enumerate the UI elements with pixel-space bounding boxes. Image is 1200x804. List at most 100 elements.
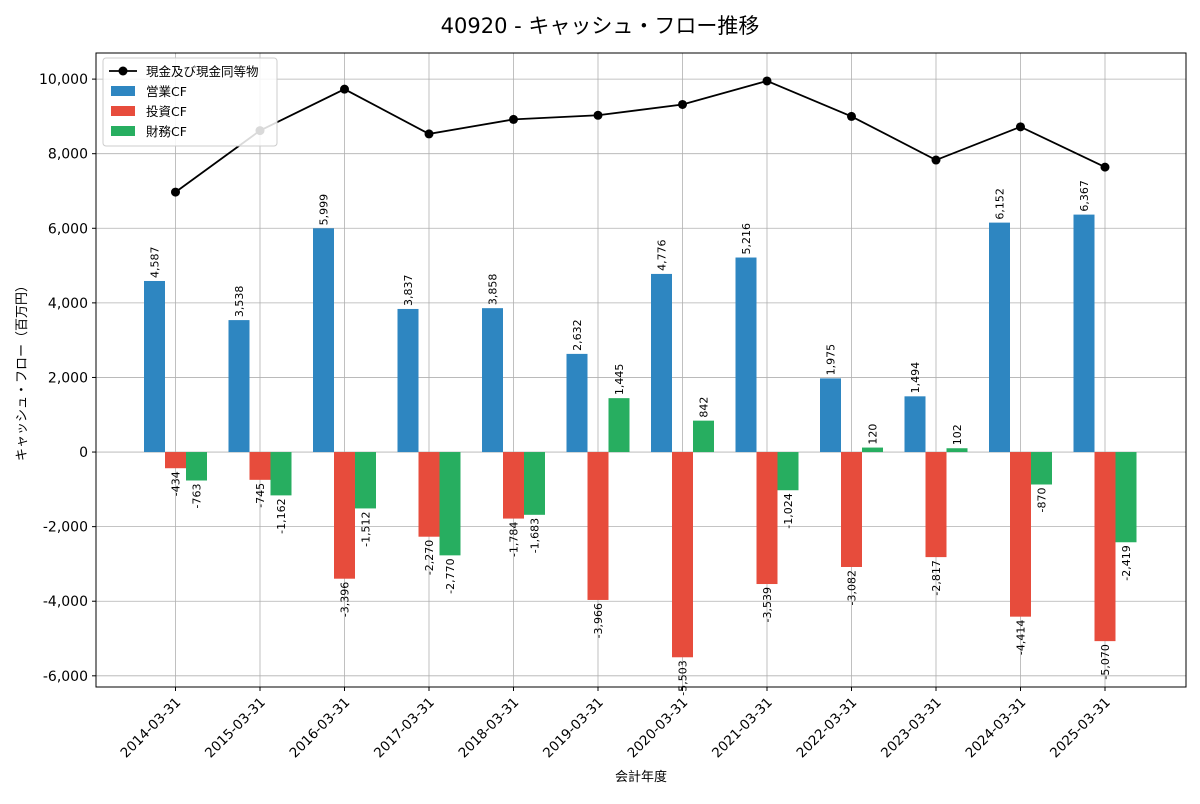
cash-line-marker [762, 76, 772, 86]
bar-value-label: -745 [254, 483, 267, 508]
legend-label: 財務CF [146, 124, 187, 139]
bar-1 [1094, 452, 1116, 642]
bar-value-label: 120 [867, 424, 880, 445]
y-tick-label: 4,000 [48, 296, 88, 312]
x-tick-label: 2023-03-31 [878, 695, 945, 762]
bar-value-label: -2,270 [423, 540, 436, 575]
bar-value-label: -5,070 [1099, 644, 1112, 679]
bar-1 [503, 452, 524, 519]
data-labels: 4,587 3,538 5,999 3,837 3,858 2,632 4,776 5,216… [149, 180, 1134, 696]
x-tick-label: 2024-03-31 [963, 695, 1030, 762]
bar-value-label: -4,414 [1015, 620, 1028, 655]
bar-value-label: -870 [1036, 487, 1049, 512]
legend-marker-swatch [118, 66, 128, 76]
y-tick-label: 8,000 [48, 147, 88, 163]
cash-line-marker [931, 155, 941, 165]
cash-line-marker [424, 129, 434, 139]
bar-value-label: 6,152 [994, 188, 1007, 220]
bar-1 [1010, 452, 1031, 617]
bar-0 [820, 378, 841, 453]
bar-1 [334, 452, 355, 579]
bar-value-label: 102 [951, 424, 964, 445]
bar-2 [439, 452, 461, 556]
bar-value-label: -1,162 [275, 498, 288, 533]
cash-line-marker [340, 84, 349, 94]
bar-1 [925, 452, 947, 558]
bar-1 [841, 452, 862, 567]
bar-value-label: 4,776 [656, 239, 669, 271]
line-series [171, 76, 1110, 197]
bar-value-label: 1,445 [613, 364, 626, 396]
bar-0 [735, 257, 757, 453]
legend-frame [102, 57, 278, 147]
plot-area-frame [95, 52, 1187, 688]
x-tick-label: 2015-03-31 [202, 695, 269, 762]
bar-value-label: 4,587 [149, 246, 162, 278]
bar-value-label: 5,216 [740, 223, 753, 255]
bar-0 [313, 228, 334, 453]
bar-value-label: -3,539 [761, 587, 774, 622]
cash-line-marker [847, 111, 856, 121]
bar-0 [1073, 214, 1095, 453]
legend-label: 現金及び現金同等物 [146, 64, 259, 79]
cash-line-marker [171, 187, 180, 197]
legend-swatch [111, 126, 135, 136]
y-tick-label: 10,000 [39, 72, 88, 88]
bar-2 [693, 420, 714, 453]
x-tick-label: 2014-03-31 [118, 695, 185, 762]
cash-line-marker [1016, 122, 1025, 132]
bar-value-label: 2,632 [571, 319, 584, 351]
x-tick-label: 2025-03-31 [1047, 695, 1114, 762]
x-tick-label: 2019-03-31 [540, 695, 607, 762]
bar-value-label: 1,975 [825, 344, 838, 376]
bar-value-label: -3,966 [592, 603, 605, 638]
bar-2 [355, 452, 376, 509]
grid-lines [96, 53, 1186, 687]
bar-1 [418, 452, 440, 537]
bar-value-label: -1,512 [360, 511, 373, 546]
bar-value-label: -2,419 [1120, 545, 1133, 580]
bar-value-label: 3,858 [487, 274, 500, 306]
x-tick-label: 2021-03-31 [709, 695, 776, 762]
bar-value-label: 5,999 [318, 194, 331, 226]
x-tick-label: 2018-03-31 [456, 695, 523, 762]
legend-swatch [111, 106, 135, 116]
bar-series [144, 214, 1137, 658]
bar-1 [672, 452, 693, 658]
bar-0 [651, 273, 672, 453]
cash-line-marker [509, 114, 518, 124]
y-tick-label: -2,000 [43, 520, 88, 536]
y-axis-title: キャッシュ・フロー（百万円） [15, 279, 30, 461]
bar-0 [904, 396, 926, 453]
x-tick-label: 2020-03-31 [625, 695, 692, 762]
bar-0 [566, 353, 588, 453]
bar-2 [946, 448, 968, 453]
y-tick-label: -4,000 [43, 594, 88, 610]
bar-value-label: -1,024 [782, 493, 795, 528]
bar-value-label: -1,683 [529, 518, 542, 553]
bar-2 [270, 452, 292, 496]
y-tick-label: -6,000 [43, 669, 88, 685]
bar-2 [1115, 452, 1137, 543]
bar-1 [587, 452, 609, 600]
legend-label: 営業CF [146, 84, 187, 99]
cash-line-marker [593, 110, 603, 120]
y-tick-label: 2,000 [48, 370, 88, 386]
bar-2 [777, 452, 799, 491]
bar-2 [608, 398, 630, 453]
bar-0 [144, 280, 165, 453]
cash-line-marker [678, 99, 687, 109]
bar-0 [228, 320, 250, 453]
bar-2 [1031, 452, 1052, 485]
bar-value-label: 1,494 [909, 362, 922, 394]
bar-2 [862, 447, 883, 453]
bar-value-label: -2,817 [930, 560, 943, 595]
bar-value-label: 6,367 [1078, 180, 1091, 212]
x-tick-label: 2016-03-31 [287, 695, 354, 762]
bar-value-label: -3,082 [846, 570, 859, 605]
bar-value-label: -1,784 [508, 522, 521, 557]
cash-line-marker [1100, 162, 1110, 172]
cash-line [174, 80, 1106, 193]
